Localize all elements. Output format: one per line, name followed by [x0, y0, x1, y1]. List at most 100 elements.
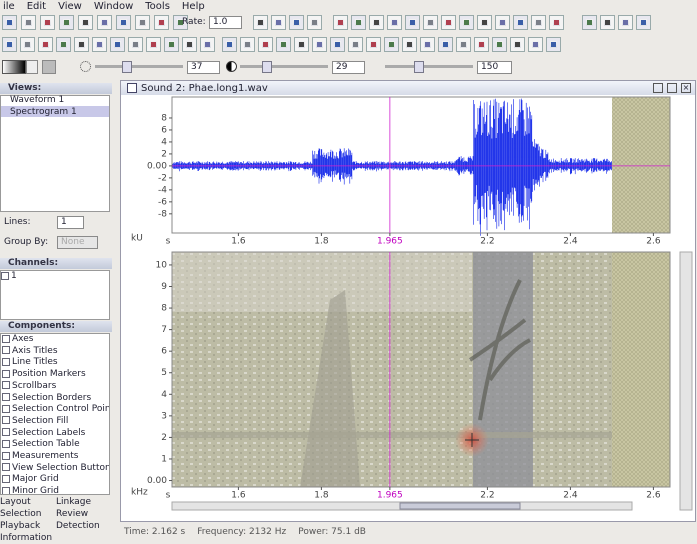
slider[interactable] [385, 65, 473, 68]
toolbar-button[interactable] [528, 37, 543, 52]
contrast-field[interactable]: 29 [332, 61, 365, 74]
toolbar-button[interactable] [253, 15, 268, 30]
tab[interactable]: Selection [0, 509, 42, 519]
icon[interactable] [42, 60, 56, 74]
close-button[interactable]: × [681, 83, 691, 93]
toolbar-button[interactable] [240, 37, 255, 52]
component-item[interactable]: Axes [2, 334, 33, 344]
toolbar-button[interactable] [510, 37, 525, 52]
slider[interactable] [95, 65, 183, 68]
tab[interactable]: Information [0, 533, 53, 543]
toolbar-button[interactable] [276, 37, 291, 52]
toolbar-button[interactable] [21, 15, 36, 30]
toolbar-button[interactable] [97, 15, 112, 30]
slider[interactable] [240, 65, 328, 68]
toolbar-button[interactable] [351, 15, 366, 30]
view-item[interactable]: Waveform 1 [10, 95, 65, 105]
checkbox[interactable] [2, 357, 10, 366]
toolbar-button[interactable] [258, 37, 273, 52]
component-item[interactable]: Axis Titles [2, 346, 58, 356]
checkbox[interactable] [2, 486, 10, 494]
toolbar-button[interactable] [513, 15, 528, 30]
checkbox[interactable] [1, 271, 9, 280]
menu-item[interactable]: ile [3, 1, 15, 12]
checkbox[interactable] [2, 451, 10, 460]
toolbar-button[interactable] [135, 15, 150, 30]
toolbar-button[interactable] [154, 15, 169, 30]
tab[interactable]: Linkage [56, 497, 92, 507]
toolbar-button[interactable] [116, 15, 131, 30]
dropdown[interactable] [26, 60, 38, 74]
toolbar-button[interactable] [307, 15, 322, 30]
toolbar-button[interactable] [333, 15, 348, 30]
minimize-button[interactable] [653, 83, 663, 93]
toolbar-button[interactable] [312, 37, 327, 52]
group-by-select[interactable]: None [57, 236, 98, 249]
checkbox[interactable] [2, 346, 10, 355]
component-item[interactable]: Measurements [2, 451, 78, 461]
toolbar-button[interactable] [348, 37, 363, 52]
component-item[interactable]: Selection Borders [2, 393, 91, 403]
toolbar-button[interactable] [441, 15, 456, 30]
checkbox[interactable] [2, 393, 10, 401]
toolbar-button[interactable] [146, 37, 161, 52]
scroll-thumb[interactable] [399, 502, 521, 510]
component-item[interactable]: Selection Fill [2, 416, 68, 426]
component-item[interactable]: Minor Grid [2, 486, 59, 494]
menu-item[interactable]: Help [181, 1, 205, 12]
toolbar-button[interactable] [582, 15, 597, 30]
toolbar-button[interactable] [495, 15, 510, 30]
toolbar-button[interactable] [618, 15, 633, 30]
checkbox[interactable] [2, 369, 10, 378]
checkbox[interactable] [2, 416, 10, 425]
lines-field[interactable]: 1 [57, 216, 84, 229]
component-item[interactable]: Major Grid [2, 474, 59, 484]
toolbar-button[interactable] [56, 37, 71, 52]
checkbox[interactable] [2, 463, 10, 472]
checkbox[interactable] [2, 334, 10, 343]
toolbar-button[interactable] [420, 37, 435, 52]
menu-item[interactable]: Edit [26, 1, 47, 12]
component-item[interactable]: Selection Table [2, 439, 80, 449]
toolbar-button[interactable] [456, 37, 471, 52]
toolbar-button[interactable] [110, 37, 125, 52]
component-item[interactable]: Line Titles [2, 357, 58, 367]
toolbar-button[interactable] [636, 15, 651, 30]
toolbar-button[interactable] [2, 37, 17, 52]
toolbar-button[interactable] [40, 15, 55, 30]
checkbox[interactable] [2, 381, 10, 390]
slider-thumb[interactable] [414, 61, 424, 73]
tab[interactable]: Review [56, 509, 89, 519]
toolbar-button[interactable] [200, 37, 215, 52]
colormap-button[interactable] [2, 60, 26, 74]
toolbar-button[interactable] [402, 37, 417, 52]
toolbar-button[interactable] [438, 37, 453, 52]
toolbar-button[interactable] [423, 15, 438, 30]
toolbar-button[interactable] [405, 15, 420, 30]
tab[interactable]: Layout [0, 497, 31, 507]
component-item[interactable]: Selection Control Points [2, 404, 109, 414]
toolbar-button[interactable] [600, 15, 615, 30]
toolbar-button[interactable] [173, 15, 188, 30]
component-item[interactable]: Scrollbars [2, 381, 56, 391]
toolbar-button[interactable] [222, 37, 237, 52]
toolbar-button[interactable] [474, 37, 489, 52]
toolbar-button[interactable] [78, 15, 93, 30]
toolbar-button[interactable] [164, 37, 179, 52]
toolbar-button[interactable] [366, 37, 381, 52]
toolbar-button[interactable] [20, 37, 35, 52]
checkbox[interactable] [2, 474, 10, 483]
toolbar-button[interactable] [546, 37, 561, 52]
maximize-button[interactable] [667, 83, 677, 93]
toolbar-button[interactable] [492, 37, 507, 52]
toolbar-button[interactable] [74, 37, 89, 52]
toolbar-button[interactable] [330, 37, 345, 52]
toolbar-button[interactable] [271, 15, 286, 30]
component-item[interactable]: View Selection Buttons [2, 463, 109, 473]
resolution-field[interactable]: 150 [477, 61, 512, 74]
menu-item[interactable]: View [58, 1, 82, 12]
toolbar-button[interactable] [38, 37, 53, 52]
toolbar-button[interactable] [92, 37, 107, 52]
component-item[interactable]: Position Markers [2, 369, 86, 379]
toolbar-button[interactable] [459, 15, 474, 30]
